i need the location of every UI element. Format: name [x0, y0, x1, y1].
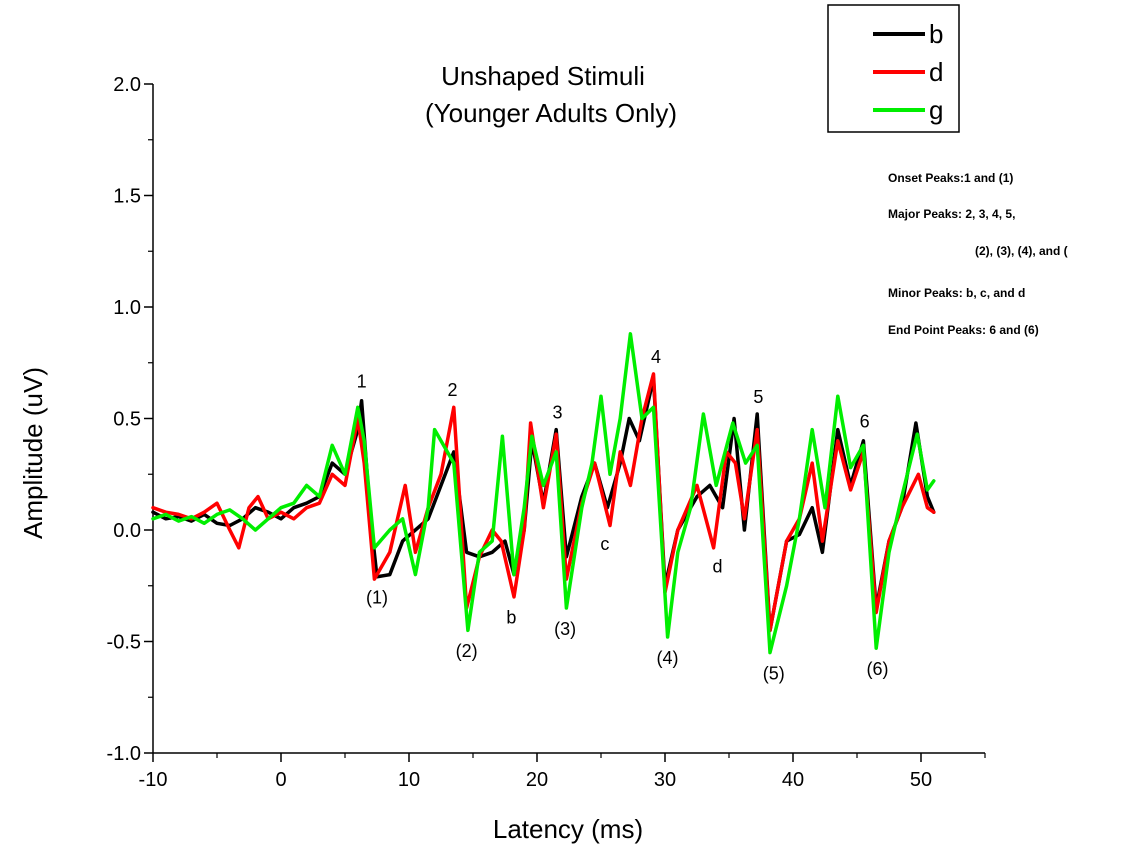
peak-notes: Onset Peaks:1 and (1) Major Peaks: 2, 3,…	[888, 171, 1068, 337]
peak-label: b	[506, 608, 516, 628]
x-axis-title: Latency (ms)	[493, 814, 643, 844]
peak-label: c	[600, 534, 609, 554]
x-tick-label: 0	[275, 769, 286, 791]
x-tick-label: 50	[910, 769, 932, 791]
y-tick-label: -0.5	[107, 632, 141, 654]
x-tick-label: 10	[398, 769, 420, 791]
peak-label: 1	[357, 371, 367, 391]
y-tick-label: 1.5	[113, 186, 141, 208]
peak-label: 4	[651, 347, 661, 367]
peak-label: (2)	[456, 641, 478, 661]
peak-label: 6	[860, 411, 870, 431]
note-major-peaks: Major Peaks: 2, 3, 4, 5,	[888, 207, 1015, 221]
peak-label: 5	[753, 387, 763, 407]
series-line-g	[151, 332, 936, 655]
series-layer	[151, 332, 936, 655]
peak-label: 2	[448, 380, 458, 400]
legend-label-d: d	[929, 57, 943, 87]
chart-title-line-2: (Younger Adults Only)	[425, 98, 677, 128]
y-tick-label: 2.0	[113, 74, 141, 96]
peak-label: (4)	[657, 648, 679, 668]
peak-label: 3	[552, 403, 562, 423]
note-onset-peaks: Onset Peaks:1 and (1)	[888, 171, 1013, 185]
legend-label-g: g	[929, 95, 943, 125]
x-tick-label: 40	[782, 769, 804, 791]
legend-label-b: b	[929, 19, 943, 49]
chart-title-line-1: Unshaped Stimuli	[441, 61, 645, 91]
x-tick-label: 20	[526, 769, 548, 791]
x-tick-label: 30	[654, 769, 676, 791]
y-axis-title: Amplitude (uV)	[18, 367, 48, 539]
note-minor-peaks: Minor Peaks: b, c, and d	[888, 286, 1025, 300]
peak-labels: 1 (1) 2 (2) b 3 (3) c 4 (4) d 5 (5) 6 (6)	[357, 347, 889, 684]
peak-label: (3)	[554, 619, 576, 639]
legend: bdg	[827, 4, 960, 133]
y-tick-label: 1.0	[113, 297, 141, 319]
axes: -10 0 10 20 30 40 50 -1.0 -0.5 0.0 0.5 1.0 1.5 2.0	[107, 74, 986, 791]
x-tick-label: -10	[139, 769, 168, 791]
y-tick-label: 0.5	[113, 409, 141, 431]
note-end-point-peaks: End Point Peaks: 6 and (6)	[888, 323, 1039, 337]
peak-label: (6)	[866, 659, 888, 679]
peak-label: (1)	[366, 588, 388, 608]
y-tick-label: -1.0	[107, 743, 141, 765]
series-line-d	[151, 372, 936, 633]
note-major-peaks-continued: (2), (3), (4), and (	[975, 244, 1068, 258]
peak-label: (5)	[763, 663, 785, 683]
y-tick-label: 0.0	[113, 520, 141, 542]
peak-label: d	[712, 556, 722, 576]
